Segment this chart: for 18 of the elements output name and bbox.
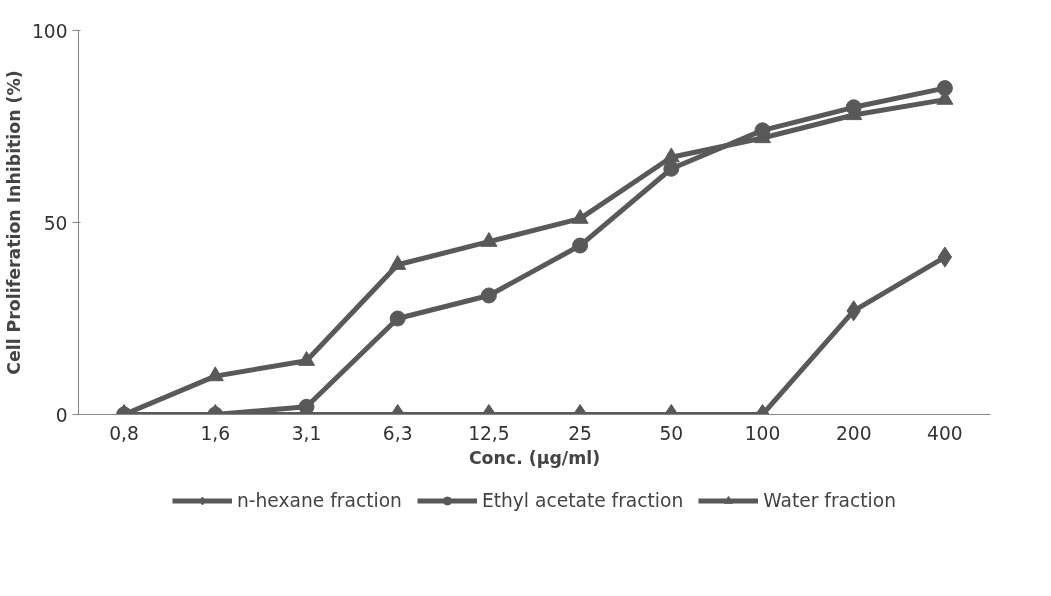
y-tick-label: 100 xyxy=(31,20,68,42)
x-tick-label: 50 xyxy=(659,422,684,444)
x-tick-label: 200 xyxy=(835,422,872,444)
legend-label: Water fraction xyxy=(763,489,897,511)
x-tick-label: 1,6 xyxy=(200,422,231,444)
x-tick-label: 400 xyxy=(927,422,963,444)
x-tick-label: 25 xyxy=(568,422,592,444)
legend-label: Ethyl acetate fraction xyxy=(481,489,684,511)
y-tick-label: 0 xyxy=(55,404,68,426)
y-tick-label: 50 xyxy=(43,212,68,234)
y-axis-title: Cell Proliferation Inhibition (%) xyxy=(3,70,24,375)
x-axis-title: Conc. (µg/ml) xyxy=(468,447,601,468)
x-tick-label: 6,3 xyxy=(382,422,413,444)
x-tick-label: 100 xyxy=(744,422,781,444)
x-tick-label: 3,1 xyxy=(291,422,322,444)
x-tick-label: 0,8 xyxy=(109,422,139,444)
legend-label: n-hexane fraction xyxy=(236,489,402,511)
x-tick-label: 12,5 xyxy=(468,422,510,444)
